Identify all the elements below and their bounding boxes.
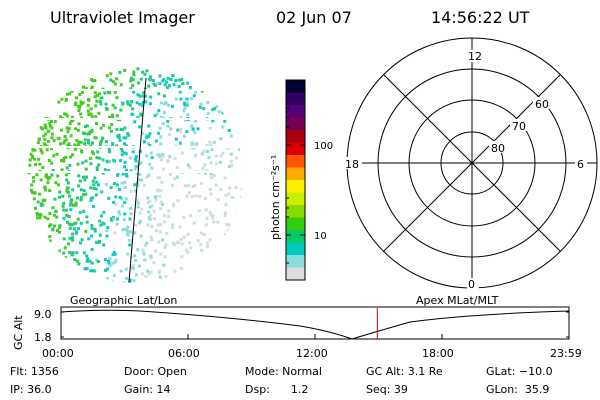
timeline-xtick-1800: 18:00 [422,347,454,360]
status-seq: Seq: 39 [366,383,408,396]
status-glat: GLat: −10.0 [486,365,553,378]
colorbar-tick-10: 10 [314,231,327,242]
colorbar-segment [286,92,305,106]
timeline-ticks [61,311,569,339]
timeline-xtick-0000: 00:00 [42,347,74,360]
time-label: 14:56:22 UT [431,8,530,27]
colorbar-segment [286,142,305,156]
colorbar-segment [286,267,305,281]
date-label: 02 Jun 07 [276,8,352,27]
timeline-left-label: Geographic Lat/Lon [70,294,177,307]
colorbar-segment [286,230,305,244]
colorbar-segment [286,155,305,169]
status-door: Door: Open [124,365,187,378]
mlat-ring-80: 80 [491,142,505,155]
mlt-label-12: 12 [468,50,482,63]
colorbar-frame [285,79,306,281]
colorbar-segment [286,205,305,219]
colorbar-segment [286,130,305,144]
colorbar-segment [286,180,305,194]
colorbar [286,80,305,281]
status-gain: Gain: 14 [124,383,171,396]
timeline-yaxis-label: GC Alt [12,315,25,350]
colorbar-segment [286,117,305,131]
mlt-label-18: 18 [345,158,359,171]
polar-mlt-dial [346,37,598,289]
colorbar-ticks [286,107,305,264]
colorbar-segment [286,167,305,181]
instrument-title: Ultraviolet Imager [50,8,195,27]
status-flt: Flt: 1356 [10,365,59,378]
colorbar-segment [286,217,305,231]
colorbar-tick-100: 100 [314,141,333,152]
colorbar-segment [286,105,305,119]
mlt-label-6: 6 [577,158,584,171]
timeline-right-label: Apex MLat/MLT [416,294,499,307]
colorbar-segment [286,80,305,94]
timeline-ytick-max: 9.0 [34,308,52,321]
timeline-ytick-min: 1.8 [34,331,52,344]
colorbar-segment [286,192,305,206]
colorbar-segment [286,255,305,269]
status-glon: GLon: 35.9 [486,383,550,396]
terminator-line [128,77,147,283]
uv-image [27,67,243,283]
timeline-xtick-0600: 06:00 [168,347,200,360]
mlt-label-0: 0 [468,278,475,291]
colorbar-unit-label: photon cm⁻²s⁻¹ [269,155,282,240]
status-gc-alt: GC Alt: 3.1 Re [366,365,443,378]
status-ip: IP: 36.0 [10,383,52,396]
timeline-xtick-2359: 23:59 [550,347,582,360]
orbit-altitude-curve [60,309,570,340]
mlat-ring-70: 70 [512,120,526,133]
colorbar-segment [286,242,305,256]
timeline-xtick-1200: 12:00 [296,347,328,360]
status-mode: Mode: Normal [245,365,322,378]
status-dsp: Dsp: 1.2 [245,383,309,396]
mlat-ring-60: 60 [535,98,549,111]
